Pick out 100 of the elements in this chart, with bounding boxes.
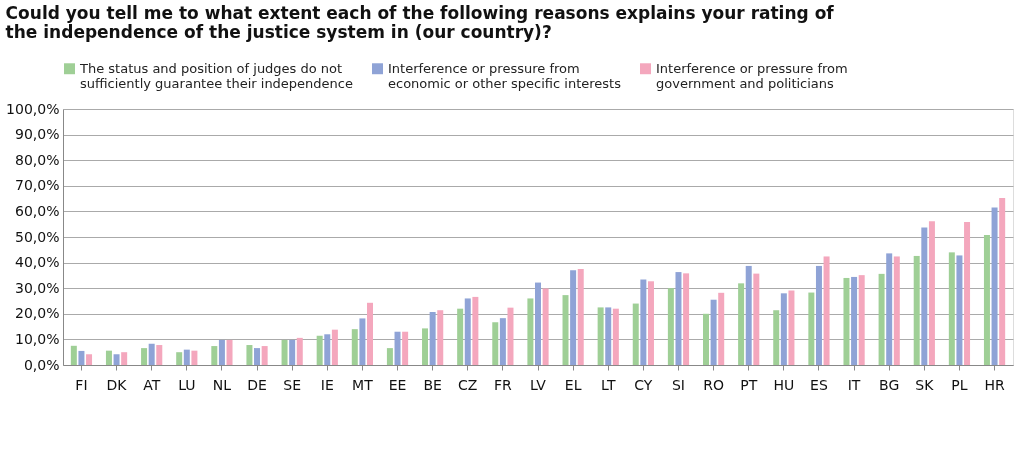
bar (675, 272, 682, 365)
bar (226, 339, 233, 365)
bar (191, 350, 198, 365)
bar (148, 343, 155, 365)
x-tick-label: LU (178, 376, 196, 393)
bar (183, 349, 190, 365)
bar (141, 348, 148, 365)
x-tick-label: RO (703, 376, 724, 393)
bar (597, 307, 604, 365)
bar (718, 292, 725, 365)
bar (647, 281, 654, 365)
bar (612, 308, 619, 365)
bar (948, 252, 955, 365)
bar (753, 273, 760, 365)
bar (667, 288, 674, 365)
y-tick-label: 30,0% (15, 279, 60, 296)
bar (535, 282, 541, 365)
bar (921, 227, 928, 365)
x-tick-label: DE (247, 376, 267, 393)
y-tick-label: 50,0% (15, 228, 60, 245)
bar (386, 348, 393, 365)
x-tick-label: FI (75, 376, 88, 393)
bar (70, 345, 77, 365)
bar (702, 313, 709, 365)
bar (429, 312, 436, 365)
bar (913, 255, 920, 365)
bar (394, 331, 401, 365)
y-tick-label: 10,0% (15, 330, 60, 347)
bar (422, 328, 429, 365)
x-tick-label: MT (352, 376, 374, 393)
bar (472, 296, 479, 365)
bar (121, 352, 128, 365)
bar (928, 221, 935, 365)
bar (261, 346, 268, 365)
x-tick-label: ES (810, 376, 828, 393)
bar (289, 339, 296, 365)
bar (402, 331, 409, 365)
x-tick-label: IE (320, 376, 334, 393)
x-tick-label: FR (493, 376, 513, 393)
bar (983, 234, 990, 365)
x-tick-label: AT (143, 376, 161, 393)
x-tick-label: SE (283, 376, 302, 393)
bar (464, 298, 471, 365)
bar (156, 345, 163, 365)
bar (851, 276, 858, 365)
x-tick-label: SK (915, 376, 935, 393)
bar (773, 310, 780, 365)
x-tick-label: BE (423, 376, 442, 393)
bar (351, 329, 358, 365)
y-tick-label: 90,0% (15, 126, 60, 143)
bar (964, 221, 971, 365)
bar (999, 198, 1006, 365)
bar (738, 283, 745, 365)
bar (632, 303, 639, 365)
bar (570, 270, 577, 365)
bar (878, 273, 885, 365)
bar (780, 293, 787, 365)
bar (331, 329, 338, 365)
bar (86, 354, 93, 365)
x-tick-label: SI (671, 376, 685, 393)
bar (956, 255, 963, 365)
y-tick-label: 0,0% (23, 356, 60, 373)
x-tick-label: PL (951, 376, 968, 393)
bar (105, 350, 112, 365)
x-tick-label: LT (601, 376, 616, 393)
bar (788, 290, 795, 365)
bar (254, 348, 261, 365)
x-tick-label: NL (212, 376, 232, 393)
bar (843, 277, 850, 365)
bar (176, 352, 183, 365)
x-tick-label: EL (564, 376, 582, 393)
legend-label: Interference or pressure from economic or other specific interests (388, 60, 622, 91)
bar (683, 273, 690, 365)
bar (437, 310, 444, 365)
bar (499, 318, 506, 365)
bar (710, 299, 717, 365)
bar (745, 265, 752, 365)
x-tick-label: DK (106, 376, 128, 393)
bar (316, 335, 323, 365)
legend-label: Interference or pressure from government and politicians (656, 60, 848, 91)
x-tick-label: EE (388, 376, 407, 393)
y-tick-label: 20,0% (15, 305, 60, 322)
y-tick-label: 70,0% (15, 177, 60, 194)
bar (991, 207, 998, 365)
x-tick-label: LV (530, 376, 547, 393)
x-tick-label: CZ (458, 376, 478, 393)
bar (367, 302, 374, 365)
bar (562, 295, 569, 365)
bar (507, 307, 514, 365)
bar (605, 307, 612, 365)
bar (281, 339, 288, 365)
bar (640, 279, 647, 365)
y-tick-label: 40,0% (15, 254, 60, 271)
bar (815, 265, 822, 365)
bar (218, 339, 225, 365)
bar (886, 253, 893, 365)
bar (359, 318, 366, 365)
x-tick-label: CY (634, 376, 653, 393)
bar (246, 345, 253, 365)
x-tick-label: HR (984, 376, 1005, 393)
